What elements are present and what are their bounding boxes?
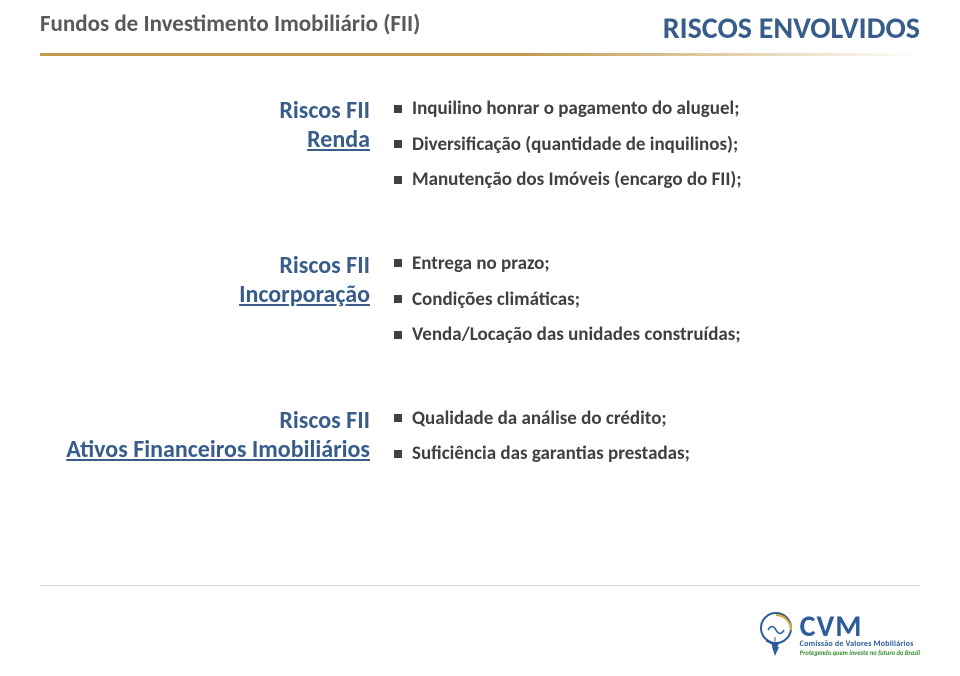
section-ativos: Riscos FII Ativos Financeiros Imobiliári… (50, 406, 910, 477)
bullet-item: Manutenção dos Imóveis (encargo do FII); (394, 167, 910, 193)
bullet-list: Qualidade da análise do crédito; Suficiê… (394, 406, 910, 467)
cvm-logo-full: Comissão de Valores Mobiliários (800, 640, 914, 649)
bullet-list: Entrega no prazo; Condições climáticas; … (394, 251, 910, 348)
bullet-item: Venda/Locação das unidades construídas; (394, 322, 910, 348)
section-incorporacao: Riscos FII Incorporação Entrega no prazo… (50, 251, 910, 358)
section-label: Riscos FII Incorporação (50, 251, 394, 309)
bullet-item: Suficiência das garantias prestadas; (394, 441, 910, 467)
content-area: Riscos FII Renda Inquilino honrar o paga… (0, 56, 960, 477)
label-sub: Ativos Financeiros Imobiliários (50, 435, 370, 464)
cvm-logo-tagline: Protegendo quem investe no futuro do Bra… (800, 650, 920, 658)
section-label: Riscos FII Ativos Financeiros Imobiliári… (50, 406, 394, 464)
cvm-logo-abbr: CVM (800, 613, 863, 640)
section-label: Riscos FII Renda (50, 96, 394, 154)
cvm-logo-text: CVM Comissão de Valores Mobiliários Prot… (800, 613, 920, 658)
label-main: Riscos FII (50, 406, 370, 435)
label-sub: Incorporação (50, 280, 370, 309)
bullet-item: Inquilino honrar o pagamento do aluguel; (394, 96, 910, 122)
section-renda: Riscos FII Renda Inquilino honrar o paga… (50, 96, 910, 203)
header: Fundos de Investimento Imobiliário (FII)… (0, 0, 960, 47)
bullet-item: Condições climáticas; (394, 287, 910, 313)
bullet-item: Entrega no prazo; (394, 251, 910, 277)
footer-divider (40, 585, 920, 586)
slide: Fundos de Investimento Imobiliário (FII)… (0, 0, 960, 676)
header-subtitle: Fundos de Investimento Imobiliário (FII) (40, 10, 420, 38)
section-bullets: Inquilino honrar o pagamento do aluguel;… (394, 96, 910, 203)
bullet-list: Inquilino honrar o pagamento do aluguel;… (394, 96, 910, 193)
bullet-item: Qualidade da análise do crédito; (394, 406, 910, 432)
section-bullets: Entrega no prazo; Condições climáticas; … (394, 251, 910, 358)
label-sub: Renda (50, 125, 370, 154)
label-main: Riscos FII (50, 251, 370, 280)
cvm-logo-icon (758, 612, 794, 658)
label-main: Riscos FII (50, 96, 370, 125)
header-title: RISCOS ENVOLVIDOS (663, 10, 920, 47)
cvm-logo: CVM Comissão de Valores Mobiliários Prot… (758, 612, 920, 658)
bullet-item: Diversificação (quantidade de inquilinos… (394, 132, 910, 158)
section-bullets: Qualidade da análise do crédito; Suficiê… (394, 406, 910, 477)
